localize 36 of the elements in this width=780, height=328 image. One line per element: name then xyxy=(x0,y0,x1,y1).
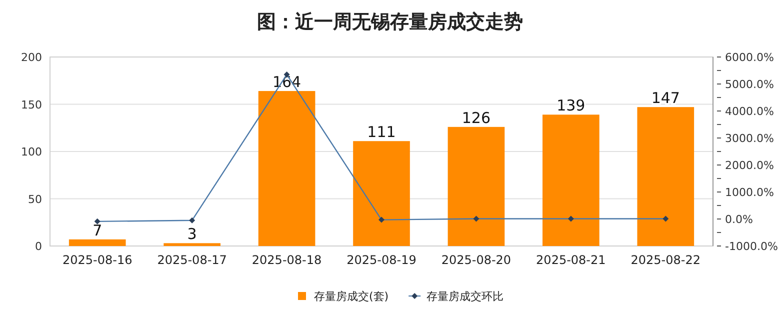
y-tick-label: 150 xyxy=(21,98,42,112)
y-tick-label: 0 xyxy=(35,240,42,253)
data-label: 3 xyxy=(187,225,197,244)
x-tick-label: 2025-08-19 xyxy=(346,253,416,267)
y2-tick-label: -1000.0% xyxy=(725,240,778,253)
y2-tick-label: 4000.0% xyxy=(725,105,774,118)
legend-label: 存量房成交环比 xyxy=(426,290,504,303)
bar xyxy=(164,243,220,246)
data-label: 126 xyxy=(462,108,491,127)
x-tick-label: 2025-08-18 xyxy=(252,253,322,267)
data-label: 7 xyxy=(92,221,102,240)
bar xyxy=(448,126,505,246)
x-tick-label: 2025-08-17 xyxy=(157,253,227,267)
data-label: 111 xyxy=(367,123,396,142)
y2-tick-label: 0.0% xyxy=(725,213,753,226)
bar xyxy=(542,114,600,246)
x-tick-label: 2025-08-20 xyxy=(441,253,512,267)
bar xyxy=(353,141,410,246)
data-label: 147 xyxy=(651,89,680,108)
y2-tick-label: 2000.0% xyxy=(725,159,774,172)
legend-label: 存量房成交(套) xyxy=(314,290,389,303)
bar xyxy=(68,239,126,246)
y2-tick-label: 5000.0% xyxy=(725,78,774,91)
bar xyxy=(258,91,316,246)
data-label: 139 xyxy=(556,96,586,115)
y2-tick-label: 6000.0% xyxy=(725,51,774,64)
chart-title: 图：近一周无锡存量房成交走势 xyxy=(257,11,523,33)
y-tick-label: 50 xyxy=(28,192,42,206)
y-tick-label: 200 xyxy=(21,51,42,64)
x-tick-label: 2025-08-22 xyxy=(630,253,701,267)
y-tick-label: 100 xyxy=(21,146,42,158)
x-tick-label: 2025-08-16 xyxy=(62,253,132,267)
y2-tick-label: 1000.0% xyxy=(725,186,774,199)
y2-tick-label: 3000.0% xyxy=(725,132,774,145)
bar xyxy=(637,107,694,246)
x-tick-label: 2025-08-21 xyxy=(536,253,606,267)
